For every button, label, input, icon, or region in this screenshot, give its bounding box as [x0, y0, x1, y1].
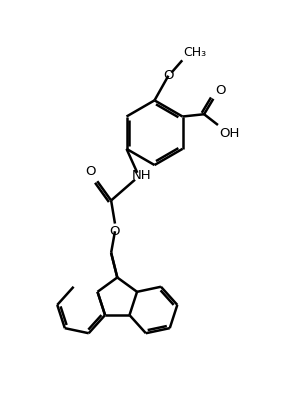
Text: NH: NH: [132, 169, 152, 182]
Text: O: O: [110, 225, 120, 238]
Text: O: O: [163, 69, 174, 82]
Text: OH: OH: [220, 126, 240, 140]
Text: CH₃: CH₃: [183, 46, 206, 59]
Text: O: O: [85, 165, 96, 178]
Text: O: O: [215, 84, 225, 97]
